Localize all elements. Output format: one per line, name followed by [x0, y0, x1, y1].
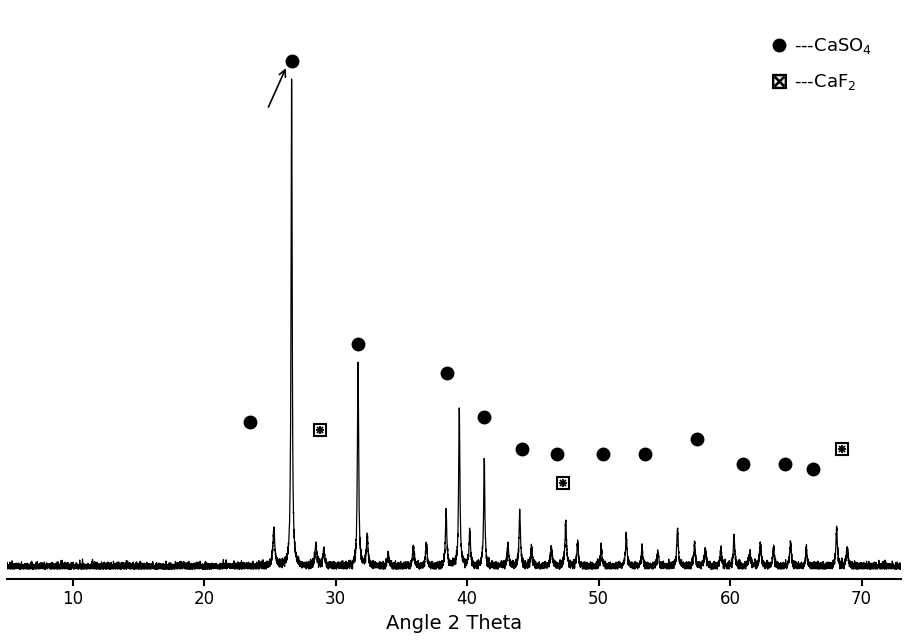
- X-axis label: Angle 2 Theta: Angle 2 Theta: [386, 614, 522, 633]
- Legend: ---CaSO$_4$, ---CaF$_2$: ---CaSO$_4$, ---CaF$_2$: [767, 29, 879, 99]
